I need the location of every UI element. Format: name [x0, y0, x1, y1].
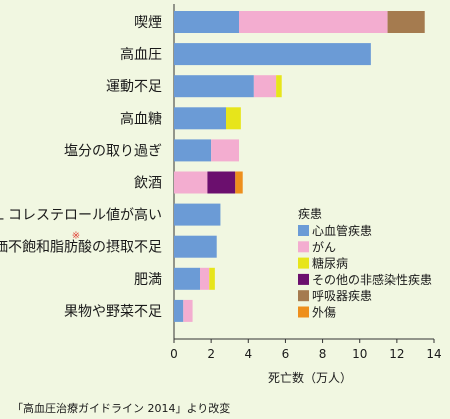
legend-label: 呼吸器疾患 [312, 288, 372, 303]
bar-segment [174, 171, 208, 194]
legend-swatch [298, 241, 309, 253]
x-tick-label: 14 [426, 347, 441, 361]
legend-swatch [298, 273, 309, 285]
legend-title: 疾患 [298, 206, 322, 221]
x-tick-label: 2 [207, 347, 215, 361]
bar-segment [183, 299, 193, 322]
category-label: 多価不飽和脂肪酸の摂取不足 [0, 239, 162, 256]
bar-segment [387, 11, 425, 33]
bar-segment [276, 75, 282, 98]
category-label: 飲酒 [134, 176, 162, 192]
category-label: LDL コレステロール値が高い [0, 207, 162, 224]
bar-segment [209, 267, 215, 290]
x-tick-label: 6 [282, 347, 290, 361]
x-tick-label: 0 [170, 347, 178, 361]
category-label: 高血糖 [120, 110, 162, 127]
bar-segment [239, 11, 388, 33]
legend-label: その他の非感染性疾患 [312, 272, 432, 287]
category-label: 高血圧 [120, 46, 162, 63]
legend-label: 糖尿病 [312, 256, 348, 271]
x-tick-label: 8 [319, 347, 327, 361]
legend-label: 外傷 [312, 305, 336, 320]
bar-segment [174, 203, 221, 226]
bar-segment [200, 267, 210, 290]
bar-segment [226, 107, 241, 130]
legend-label: がん [312, 239, 336, 254]
bar-segment [174, 43, 371, 66]
category-note-mark: ※ [72, 231, 80, 242]
bar-segment [207, 171, 236, 194]
bar-segment [174, 139, 212, 162]
bar-segment [174, 107, 226, 130]
x-tick-label: 12 [389, 347, 404, 361]
x-tick-label: 10 [352, 347, 367, 361]
legend-swatch [298, 257, 309, 269]
legend-swatch [298, 225, 309, 236]
legend-swatch [298, 306, 309, 318]
x-axis-title: 死亡数（万人） [268, 370, 352, 385]
category-label: 果物や野菜不足 [64, 304, 162, 320]
bar-segment [253, 75, 277, 98]
category-label: 喫煙 [134, 15, 162, 31]
bar-segment [235, 171, 243, 194]
bar-segment [174, 267, 200, 290]
bar-segment [174, 299, 184, 322]
bar-segment [174, 235, 217, 258]
legend-label: 心血管疾患 [312, 223, 372, 238]
category-label: 肥満 [134, 272, 162, 288]
bar-segment [174, 75, 254, 98]
category-label: 運動不足 [106, 79, 162, 95]
bar-segment [211, 139, 239, 162]
x-tick-label: 4 [244, 347, 252, 361]
category-label: 塩分の取り過ぎ [64, 143, 162, 159]
bar-segment [174, 11, 239, 33]
legend-swatch [298, 290, 309, 302]
source-note: 「高血圧治療ガイドライン 2014」より改変 [12, 401, 230, 415]
